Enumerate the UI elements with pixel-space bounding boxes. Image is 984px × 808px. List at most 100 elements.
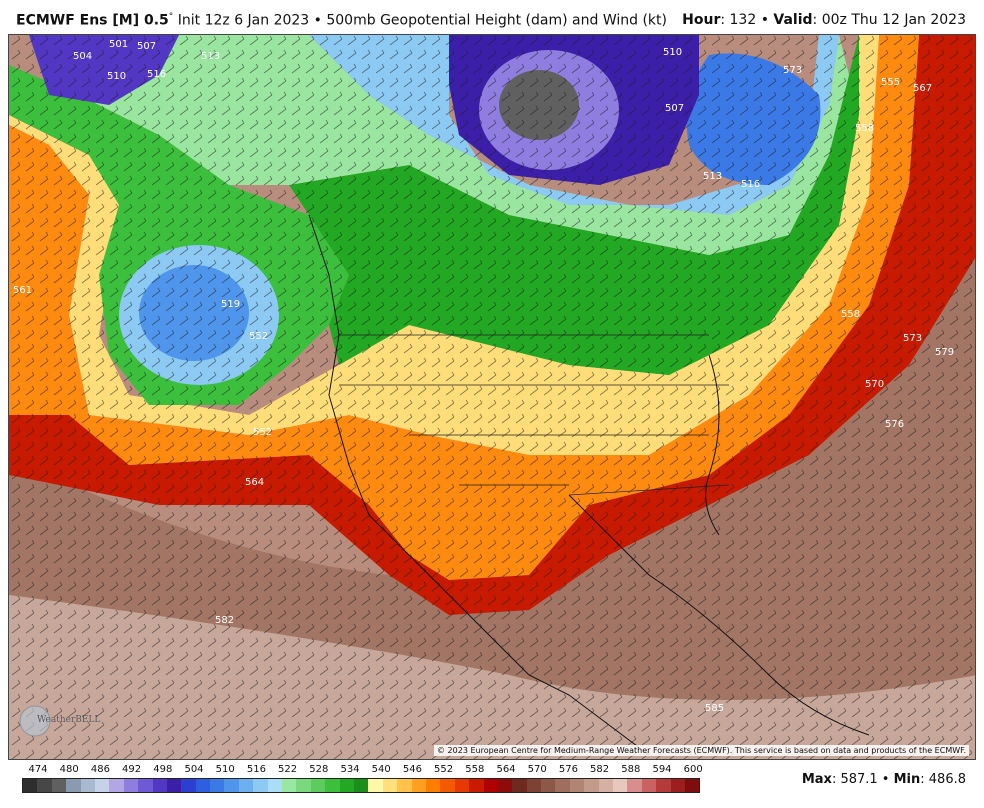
contour-label: 510 — [107, 71, 126, 82]
contour-label: 576 — [885, 419, 904, 430]
contour-label: 561 — [13, 285, 32, 296]
scale-label: 588 — [621, 764, 641, 775]
scale-color-cell — [267, 779, 283, 792]
scale-color-cell — [512, 779, 527, 792]
scale-color-cell — [598, 779, 614, 792]
scale-color-cell — [282, 779, 297, 792]
scale-color-cell — [181, 779, 196, 792]
scale-color-cell — [425, 779, 441, 792]
scale-label: 486 — [90, 764, 110, 775]
scale-color-cell — [325, 779, 340, 792]
max-label: Max — [801, 772, 832, 787]
max-value: : 587.1 • — [831, 772, 894, 787]
scale-label: 576 — [558, 764, 578, 775]
scale-color-cell — [670, 779, 685, 792]
color-scale-bar — [22, 778, 701, 793]
scale-color-cell — [80, 779, 95, 792]
scale-label: 516 — [246, 764, 266, 775]
scale-color-cell — [353, 779, 369, 792]
scale-color-cell — [238, 779, 254, 792]
scale-color-cell — [440, 779, 455, 792]
scale-color-cell — [382, 779, 398, 792]
scale-color-cell — [526, 779, 542, 792]
scale-color-cell — [411, 779, 426, 792]
contour-label: 582 — [215, 615, 234, 626]
model-name: ECMWF Ens [M] 0.5 — [16, 12, 169, 29]
footer: 474 480 486 492 498 504 510 516 522 528 534 540 546 5… — [0, 760, 984, 808]
contour-label: 519 — [221, 299, 240, 310]
scale-color-cell — [613, 779, 628, 792]
contour-label: 510 — [663, 47, 682, 58]
contour-label: 501 — [109, 39, 128, 50]
scale-label: 528 — [309, 764, 329, 775]
scale-color-cell — [497, 779, 513, 792]
scale-color-cell — [310, 779, 326, 792]
scale-label: 534 — [340, 764, 360, 775]
scale-color-cell — [109, 779, 124, 792]
scale-color-cell — [397, 779, 412, 792]
east-coastline — [705, 354, 720, 536]
logo-text: WeatherBELL — [37, 715, 101, 725]
copyright-notice: © 2023 European Centre for Medium-Range … — [434, 745, 969, 756]
scale-label: 492 — [122, 764, 142, 775]
scale-color-cell — [469, 779, 484, 792]
valid-value: : 00z Thu 12 Jan 2023 — [812, 12, 966, 28]
scale-color-cell — [684, 779, 700, 792]
scale-color-cell — [123, 779, 139, 792]
scale-label: 474 — [28, 764, 48, 775]
contour-label: 552 — [249, 331, 268, 342]
weather-map[interactable]: 501 507 504 510 516 513 519 552 558 561 … — [8, 34, 976, 760]
scale-color-cell — [584, 779, 599, 792]
scale-color-cell — [37, 779, 52, 792]
scale-color-cell — [66, 779, 81, 792]
contour-label: 573 — [903, 333, 922, 344]
scale-label: 546 — [402, 764, 422, 775]
contour-label: 567 — [913, 83, 932, 94]
contour-label: 504 — [73, 51, 92, 62]
scale-label: 522 — [278, 764, 298, 775]
contour-label: 507 — [665, 103, 684, 114]
contour-label: 570 — [865, 379, 884, 390]
scale-label: 558 — [465, 764, 485, 775]
scale-color-cell — [138, 779, 153, 792]
scale-label: 510 — [215, 764, 235, 775]
scale-label: 582 — [590, 764, 610, 775]
scale-label: 480 — [59, 764, 79, 775]
min-label: Min — [893, 772, 921, 787]
globe-icon — [19, 705, 51, 737]
contour-labels: 501 507 504 510 516 513 519 552 558 561 … — [13, 39, 954, 714]
scale-color-cell — [339, 779, 354, 792]
scale-color-cell — [641, 779, 657, 792]
scale-color-cell — [51, 779, 67, 792]
contour-label: 516 — [147, 69, 166, 80]
valid-label: Valid — [773, 12, 813, 28]
scale-color-cell — [541, 779, 556, 792]
contour-label: 513 — [703, 171, 722, 182]
contour-label: 507 — [137, 41, 156, 52]
scale-label: 498 — [153, 764, 173, 775]
contour-label: 516 — [741, 179, 760, 190]
scale-color-cell — [454, 779, 470, 792]
valid-time: Hour: 132 • Valid: 00z Thu 12 Jan 2023 — [682, 12, 966, 28]
contour-label: 585 — [705, 703, 724, 714]
min-value: : 486.8 — [920, 772, 966, 787]
scale-color-cell — [483, 779, 498, 792]
init-description: Init 12z 6 Jan 2023 • 500mb Geopotential… — [173, 12, 667, 29]
gulf-coastline — [568, 494, 870, 736]
scale-color-cell — [224, 779, 239, 792]
scale-color-cell — [152, 779, 167, 792]
state-borders — [339, 334, 730, 496]
contour-label: 555 — [881, 77, 900, 88]
contour-label: 579 — [935, 347, 954, 358]
scale-label: 552 — [434, 764, 454, 775]
contour-label: 564 — [245, 477, 264, 488]
scale-color-cell — [210, 779, 225, 792]
scale-color-cell — [23, 779, 38, 792]
contour-label: 558 — [841, 309, 860, 320]
degree-mark: ° — [168, 12, 174, 22]
scale-label: 594 — [652, 764, 672, 775]
contour-label: 513 — [201, 51, 220, 62]
scale-label: 564 — [496, 764, 516, 775]
scale-color-cell — [569, 779, 585, 792]
scale-color-cell — [656, 779, 671, 792]
